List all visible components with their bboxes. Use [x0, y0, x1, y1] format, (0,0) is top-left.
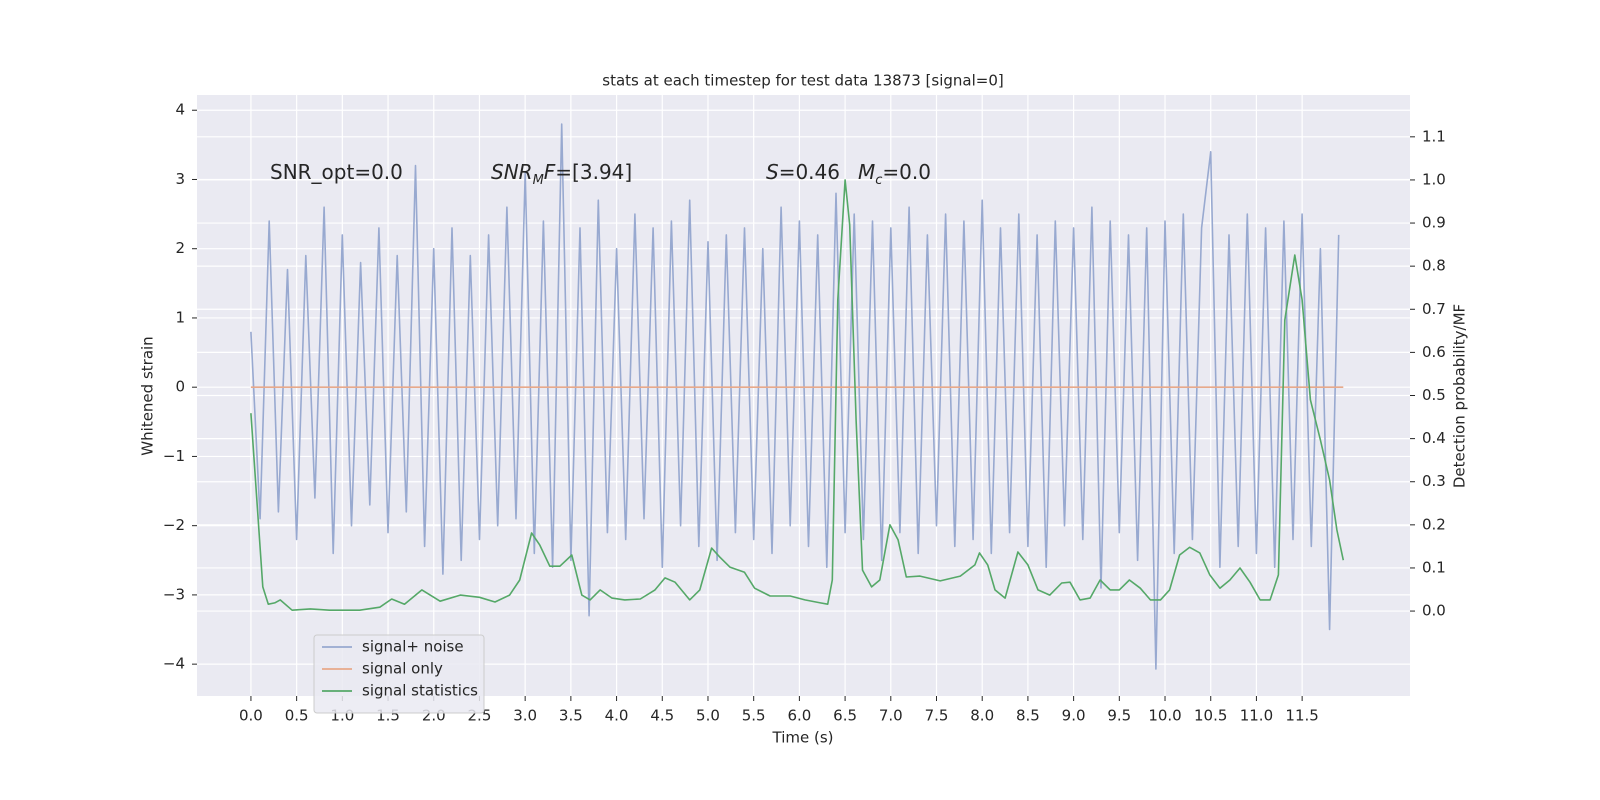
y-tick-label: −2	[163, 516, 185, 534]
y-tick-label: −3	[163, 585, 185, 603]
y-tick-label: 4	[175, 101, 185, 119]
x-axis-label: Time (s)	[772, 729, 834, 747]
legend: signal+ noise signal only signal statistic…	[313, 634, 485, 714]
x-tick-label: 11.0	[1240, 707, 1273, 725]
y2-tick-label: 0.6	[1422, 343, 1446, 361]
annotation: S=0.46	[766, 160, 840, 184]
x-tick-label: 8.5	[1016, 707, 1040, 725]
y2-axis-label: Detection probability/MF	[1451, 304, 1469, 488]
y2-tick-label: 1.1	[1422, 127, 1446, 145]
chart-title: stats at each timestep for test data 138…	[602, 72, 1003, 90]
annotation-part: =[3.94]	[555, 160, 632, 184]
x-tick-label: 9.0	[1062, 707, 1086, 725]
x-tick-label: 7.0	[879, 707, 903, 725]
marks	[250, 123, 1345, 670]
y-tick-label: 3	[175, 170, 185, 188]
y2-tick-label: 0.1	[1422, 558, 1446, 576]
x-tick-label: 6.5	[833, 707, 857, 725]
annotation: SNR_opt=0.0	[270, 160, 403, 184]
annotation-part: S	[766, 160, 779, 184]
x-tick-label: 0.0	[239, 707, 263, 725]
x-tick-label: 0.5	[285, 707, 309, 725]
x-tick-label: 10.5	[1194, 707, 1227, 725]
legend-label: signal statistics	[362, 682, 478, 700]
x-tick-label: 5.5	[742, 707, 766, 725]
series-line	[250, 179, 1345, 611]
x-tick-label: 4.0	[605, 707, 629, 725]
y-tick-label: 1	[175, 308, 185, 326]
annotation-part: F	[544, 160, 556, 184]
x-tick-label: 10.0	[1148, 707, 1181, 725]
y2-tick-label: 0.2	[1422, 515, 1446, 533]
x-tick-label: 4.5	[650, 707, 674, 725]
annotation-part: c	[875, 173, 882, 188]
y2-tick-label: 0.5	[1422, 386, 1446, 404]
annotation-part: SNR_opt=0.0	[270, 160, 403, 184]
y2-tick-label: 1.0	[1422, 170, 1446, 188]
y2-tick-label: 0.3	[1422, 472, 1446, 490]
x-tick-label: 7.5	[925, 707, 949, 725]
annotation-part: M	[858, 160, 875, 184]
x-tick-label: 8.0	[970, 707, 994, 725]
labels: 0.0 0.5 1.0 1.5 2.0 2.5 3.0 3.5 4.0 4.5 5.0 5.5 6.0 6…	[163, 101, 1446, 725]
x-tick-label: 11.5	[1285, 707, 1318, 725]
y-tick-label: 2	[175, 239, 185, 257]
x-tick-label: 6.0	[787, 707, 811, 725]
y-tick-label: 0	[175, 378, 185, 396]
y2-tick-label: 0.9	[1422, 214, 1446, 232]
y2-tick-label: 0.0	[1422, 602, 1446, 620]
x-tick-label: 9.5	[1107, 707, 1131, 725]
series-line	[250, 123, 1340, 670]
annotation-part: SNR	[491, 160, 533, 184]
legend-label: signal+ noise	[362, 638, 464, 656]
y-axis-label: Whitened strain	[139, 336, 157, 455]
x-tick-label: 5.0	[696, 707, 720, 725]
annotation-part: =0.0	[882, 160, 931, 184]
x-tick-label: 3.5	[559, 707, 583, 725]
y2-tick-label: 0.4	[1422, 429, 1446, 447]
annotation-part: =0.46	[779, 160, 840, 184]
legend-label: signal only	[362, 660, 443, 678]
y2-tick-label: 0.7	[1422, 300, 1446, 318]
annotation: SNRMF=[3.94]	[491, 160, 632, 189]
x-tick-label: 3.0	[513, 707, 537, 725]
y2-tick-label: 0.8	[1422, 257, 1446, 275]
legend-box	[313, 634, 485, 714]
annotation: Mc=0.0	[858, 160, 931, 189]
y-tick-label: −1	[163, 447, 185, 465]
annotation-part: M	[533, 173, 544, 188]
y-tick-label: −4	[163, 655, 185, 673]
